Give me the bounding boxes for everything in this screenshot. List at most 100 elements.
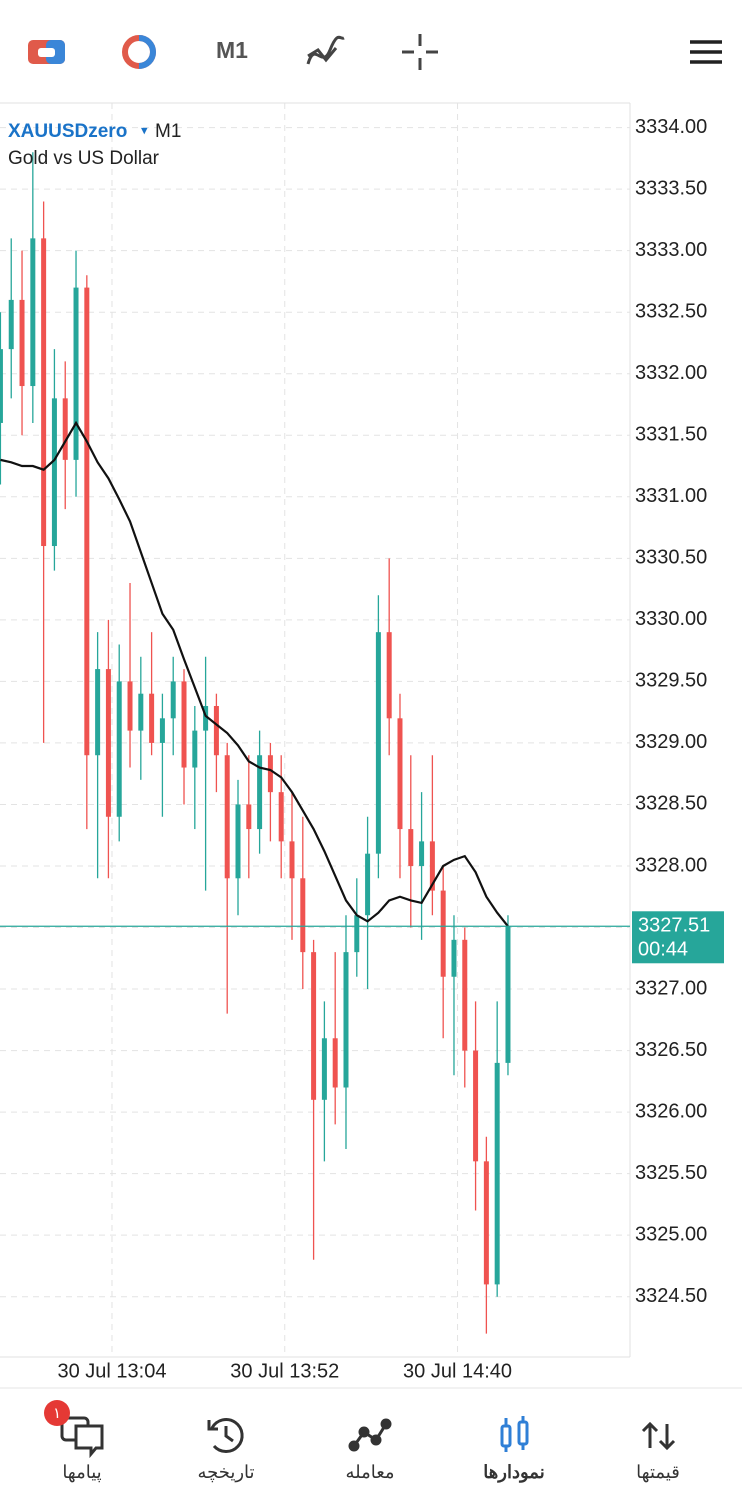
candle-body [267,755,273,793]
candle-body [73,287,79,460]
candle-body [483,1161,489,1285]
y-tick-label: 3326.50 [635,1039,707,1061]
candle-body [278,792,284,842]
current-price: 3327.51 [638,915,710,937]
x-tick-label: 30 Jul 14:40 [403,1360,512,1382]
candle-body [0,349,3,423]
candle-body [246,804,252,830]
bottom-nav: ۱ پیامها تاریخچه معامله نمودارها قیمتها [0,1387,742,1483]
candle-body [149,693,155,743]
candle-body [451,939,457,977]
candle-body [440,890,446,977]
y-tick-label: 3325.50 [635,1162,707,1184]
current-price-box [632,911,724,964]
candle-body [116,681,122,817]
candle-body [170,681,176,719]
candle-body [138,693,144,731]
nav-item[interactable]: قیمتها [636,1462,680,1483]
candle-body [181,681,187,768]
toolbar: M1 [28,34,722,70]
candle-body [343,952,349,1088]
indicators-icon[interactable] [306,35,345,65]
y-tick-label: 3332.00 [635,362,707,384]
candle-body [462,939,468,1051]
y-tick-label: 3329.50 [635,670,707,692]
crosshair-icon[interactable] [402,34,438,70]
history-icon [207,1418,244,1454]
candle-body [321,1038,327,1100]
candle-body [257,755,263,830]
messages-icon [60,1416,104,1459]
y-tick-label: 3331.00 [635,485,707,507]
candle-body [224,755,230,879]
y-tick-label: 3325.00 [635,1223,707,1245]
candle-body [365,853,371,916]
y-tick-label: 3328.50 [635,793,707,815]
candle-body [159,718,165,743]
badge-count: ۱ [53,1405,61,1422]
moving-average [0,420,509,927]
symbol-arrow[interactable]: ▾ [141,122,148,137]
candle-body [105,669,111,817]
chart-timeframe: M1 [155,121,181,142]
one-click-icon[interactable] [28,40,65,64]
candle-body [408,829,414,866]
candle-body [84,287,90,756]
account-icon[interactable] [122,35,156,69]
trade-icon [348,1418,392,1452]
charts-icon [500,1416,529,1452]
candle-body [419,841,425,866]
candle-body [429,841,435,891]
x-tick-label: 30 Jul 13:04 [57,1360,166,1382]
symbol[interactable]: XAUUSDzero [8,121,127,142]
nav-item[interactable]: معامله [345,1462,394,1482]
y-tick-label: 3333.00 [635,239,707,261]
x-tick-label: 30 Jul 13:52 [230,1360,339,1382]
quotes-icon [641,1421,676,1451]
candle-body [386,632,392,719]
y-tick-label: 3327.00 [635,977,707,999]
candle-body [8,299,14,350]
y-tick-label: 3331.50 [635,424,707,446]
candle-body [289,841,295,879]
nav-item[interactable]: نمودارها [483,1462,544,1483]
candle-body [397,718,403,830]
candle-body [473,1050,479,1162]
badge [44,1400,70,1426]
y-tick-label: 3334.00 [635,116,707,138]
candle-body [19,299,25,387]
candle-body [213,706,219,756]
y-tick-label: 3328.00 [635,854,707,876]
candle-body [505,926,511,1063]
y-tick-label: 3324.50 [635,1285,707,1307]
candle-body [203,706,209,731]
y-tick-label: 3330.50 [635,547,707,569]
nav-item[interactable]: تاریخچه [197,1462,254,1483]
candle-body [95,669,101,756]
y-tick-label: 3330.00 [635,608,707,630]
description: Gold vs US Dollar [8,148,160,169]
timeframe-button[interactable]: M1 [216,37,248,63]
candle-body [300,878,306,953]
y-tick-label: 3326.00 [635,1100,707,1122]
candle-body [332,1038,338,1088]
candle-body [235,804,241,879]
y-tick-label: 3329.00 [635,731,707,753]
y-tick-label: 3333.50 [635,177,707,199]
candle-body [311,952,317,1100]
nav-item[interactable]: پیامها [62,1462,101,1483]
candle-body [62,398,68,460]
candle-body [41,238,47,547]
candle-body [192,730,198,768]
candle-body [127,681,133,731]
candle-body [354,915,360,953]
candle-body [30,238,36,387]
chart-header: XAUUSDzero ▾ M1 Gold vs US Dollar [8,121,181,169]
candle-body [375,632,381,854]
candle-body [494,1062,500,1285]
chart: 3324.50 3325.00 3325.50 3326.00 3326.50 3327.… [0,102,724,1382]
candle-body [51,398,57,547]
menu-icon[interactable] [690,40,722,64]
